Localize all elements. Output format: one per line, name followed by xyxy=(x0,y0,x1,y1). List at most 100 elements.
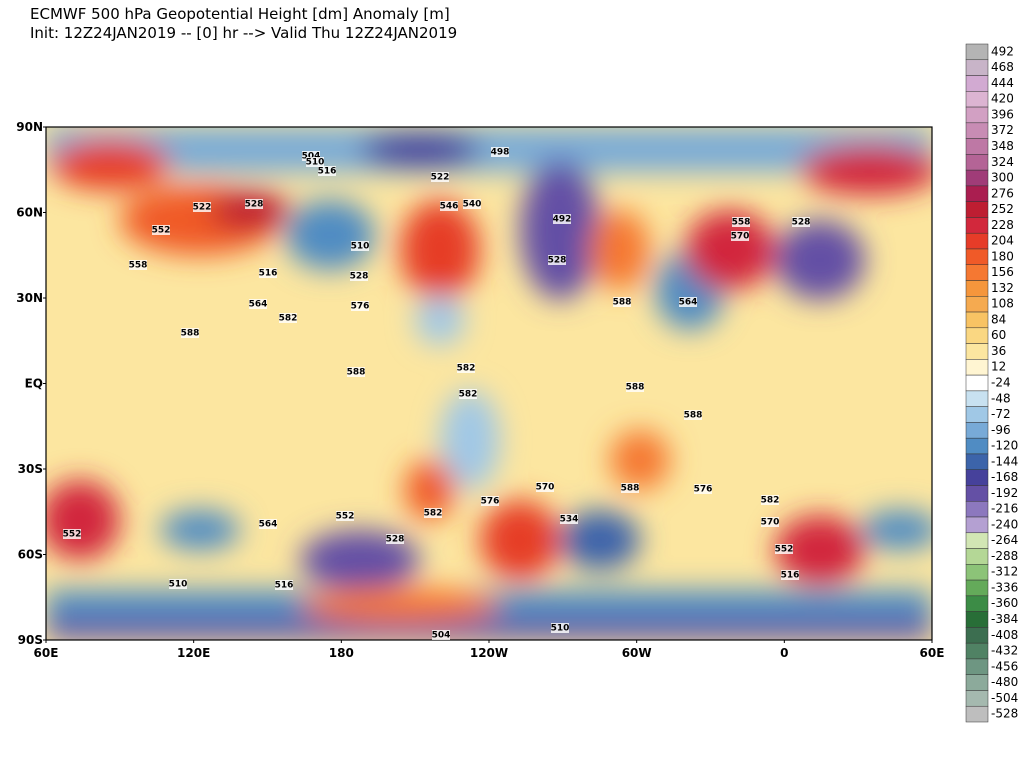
lon-label: 60E xyxy=(34,646,59,660)
contour-label-box xyxy=(613,297,631,307)
colorbar-label: 180 xyxy=(991,249,1014,263)
lon-label: 60E xyxy=(920,646,945,660)
colorbar-label: 276 xyxy=(991,186,1014,200)
lon-label: 120E xyxy=(177,646,210,660)
colorbar-label: -480 xyxy=(991,675,1018,689)
contour-label-box xyxy=(350,271,368,281)
contour-label-box xyxy=(792,217,810,227)
contour-label: 552 xyxy=(152,226,171,236)
contour-label: 516 xyxy=(259,269,278,279)
contour-label: 570 xyxy=(536,483,555,493)
colorbar-swatch xyxy=(965,280,989,297)
contour-label-box xyxy=(781,570,799,580)
colorbar-swatch xyxy=(965,627,989,644)
contour-label: 582 xyxy=(424,509,443,519)
contour-label-box xyxy=(548,255,566,265)
contour-label-box xyxy=(193,202,211,212)
colorbar-label: -24 xyxy=(991,376,1011,390)
contour-label: 528 xyxy=(792,218,811,228)
colorbar-label: 84 xyxy=(991,312,1006,326)
contour-label-box xyxy=(731,231,749,241)
lon-label: 0 xyxy=(780,646,788,660)
colorbar-label: -96 xyxy=(991,423,1011,437)
colorbar-label: 36 xyxy=(991,344,1006,358)
colorbar-label: 372 xyxy=(991,123,1014,137)
colorbar-swatch xyxy=(965,232,989,250)
colorbar-swatch xyxy=(965,564,989,581)
contour-label-box xyxy=(279,313,297,323)
contour-label: 564 xyxy=(249,300,268,310)
lat-label: 60S xyxy=(18,548,43,562)
contour-label-box xyxy=(761,517,779,527)
colorbar-swatch xyxy=(965,343,989,360)
contour-label-box xyxy=(457,363,475,373)
colorbar-swatch xyxy=(965,217,989,234)
lat-label: 30S xyxy=(18,462,43,476)
colorbar-label: 204 xyxy=(991,234,1014,248)
contour-label: 510 xyxy=(351,242,370,252)
contour-label-box xyxy=(63,529,81,539)
contour-label: 516 xyxy=(275,581,294,591)
colorbar-swatch xyxy=(965,43,989,61)
colorbar-swatch xyxy=(965,201,989,218)
colorbar-swatch xyxy=(965,642,989,660)
subtitle: Init: 12Z24JAN2019 -- [0] hr --> Valid T… xyxy=(30,24,457,42)
contour-label: 570 xyxy=(761,518,780,528)
contour-label: 510 xyxy=(306,158,325,168)
lon-label: 180 xyxy=(329,646,354,660)
colorbar-swatch xyxy=(965,485,989,502)
colorbar-swatch xyxy=(965,705,989,723)
colorbar-label: -192 xyxy=(991,486,1018,500)
colorbar-swatch xyxy=(965,264,989,281)
contour-label: 510 xyxy=(169,580,188,590)
colorbar-swatch xyxy=(965,106,989,124)
lat-label: 90N xyxy=(16,120,43,134)
contour-label: 588 xyxy=(626,383,645,393)
contour-label: 540 xyxy=(463,200,482,210)
colorbar-swatch xyxy=(965,75,989,92)
contour-label-box xyxy=(259,519,277,529)
contour-label: 582 xyxy=(761,496,780,506)
contour-label-box xyxy=(432,630,450,640)
contour-label-box xyxy=(491,147,509,157)
contour-label: 582 xyxy=(459,390,478,400)
colorbar-label: -384 xyxy=(991,612,1018,626)
contour-label-box xyxy=(351,301,369,311)
contour-label-box xyxy=(761,495,779,505)
colorbar-label: 252 xyxy=(991,202,1014,216)
contour-label-box xyxy=(152,225,170,235)
contour-label: 588 xyxy=(347,368,366,378)
colorbar-swatch xyxy=(965,658,989,675)
contour-label-box xyxy=(129,260,147,270)
colorbar-swatch xyxy=(965,611,989,628)
colorbar-swatch xyxy=(965,674,989,691)
colorbar-label: 108 xyxy=(991,297,1014,311)
colorbar-swatch xyxy=(965,501,989,518)
colorbar-label: -432 xyxy=(991,644,1018,658)
contour-label: 516 xyxy=(781,571,800,581)
contour-label: 588 xyxy=(684,411,703,421)
contour-label: 528 xyxy=(245,200,264,210)
contour-label-box xyxy=(694,484,712,494)
contour-label-box xyxy=(306,157,324,167)
contour-label-box xyxy=(249,299,267,309)
colorbar-swatch xyxy=(965,516,989,534)
contour-label-box xyxy=(551,623,569,633)
contour-label: 546 xyxy=(440,202,459,212)
title: ECMWF 500 hPa Geopotential Height [dm] A… xyxy=(30,5,450,23)
colorbar-label: -456 xyxy=(991,659,1018,673)
contour-label: 588 xyxy=(613,298,632,308)
contour-label-box xyxy=(386,534,404,544)
contour-label-box xyxy=(775,544,793,554)
contour-label-box xyxy=(440,201,458,211)
colorbar-label: -312 xyxy=(991,565,1018,579)
colorbar-label: -120 xyxy=(991,439,1018,453)
contour-label: 528 xyxy=(548,256,567,266)
colorbar-label: -216 xyxy=(991,502,1018,516)
contour-label-box xyxy=(481,496,499,506)
colorbar-label: 300 xyxy=(991,171,1014,185)
colorbar-swatch xyxy=(965,169,989,187)
contour-label-box xyxy=(181,328,199,338)
contour-label-box xyxy=(463,199,481,209)
